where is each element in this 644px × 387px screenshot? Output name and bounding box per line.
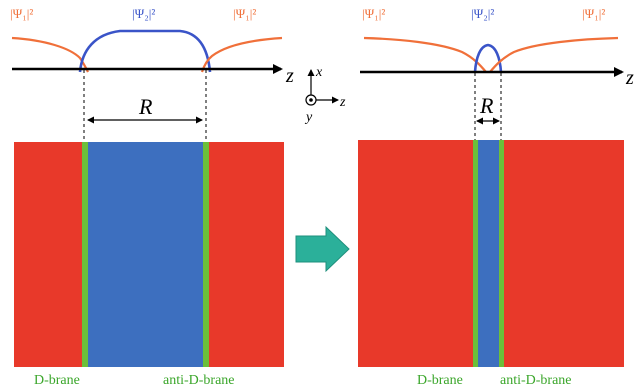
right-psi2-curve xyxy=(473,43,503,73)
right-panel: z |Ψ₁|² |Ψ₂|² |Ψ₁|² R D-brane anti-D-bra… xyxy=(358,6,634,387)
left-separation-label: R xyxy=(138,94,153,119)
left-psi2-label: |Ψ₂|² xyxy=(132,6,155,21)
right-anti-dbrane-label: anti-D-brane xyxy=(500,373,572,387)
left-anti-dbrane-label: anti-D-brane xyxy=(163,373,235,387)
right-psi1-left-label: |Ψ₁|² xyxy=(362,6,385,21)
left-psi2-curve xyxy=(78,29,212,73)
right-red-region-left xyxy=(358,140,475,367)
y-axis-dot-icon xyxy=(309,98,313,102)
right-red-region-right xyxy=(501,140,624,367)
left-dbrane-label: D-brane xyxy=(34,373,80,387)
left-red-region-right xyxy=(206,142,284,367)
axes-indicator: x z y xyxy=(304,65,346,125)
left-psi1-left-curve xyxy=(11,36,89,73)
right-blue-region xyxy=(475,140,501,367)
left-anti-dbrane xyxy=(203,142,209,367)
left-dbrane xyxy=(82,142,88,367)
left-psi1-right-curve xyxy=(200,36,283,73)
right-psi2-label: |Ψ₂|² xyxy=(471,6,494,21)
axes-z-label: z xyxy=(339,95,346,110)
left-blue-region xyxy=(84,142,206,367)
right-psi1-right-label: |Ψ₁|² xyxy=(582,6,605,21)
right-anti-dbrane xyxy=(499,140,504,367)
right-dbrane xyxy=(473,140,478,367)
left-red-region-left xyxy=(14,142,84,367)
axes-y-label: y xyxy=(304,110,313,125)
right-psi1-right-curve xyxy=(489,36,619,73)
right-z-axis-label: z xyxy=(625,67,634,89)
left-z-axis-label: z xyxy=(285,65,294,87)
right-arrow-icon xyxy=(295,225,350,273)
left-psi1-right-label: |Ψ₁|² xyxy=(233,6,256,21)
right-separation-label: R xyxy=(479,93,494,118)
left-psi1-left-label: |Ψ₁|² xyxy=(10,6,33,21)
right-psi1-left-curve xyxy=(363,36,487,73)
left-panel: z |Ψ₁|² |Ψ₂|² |Ψ₁|² R D-brane anti-D-bra… xyxy=(10,6,294,387)
right-dbrane-label: D-brane xyxy=(417,373,463,387)
axes-x-label: x xyxy=(315,65,323,80)
